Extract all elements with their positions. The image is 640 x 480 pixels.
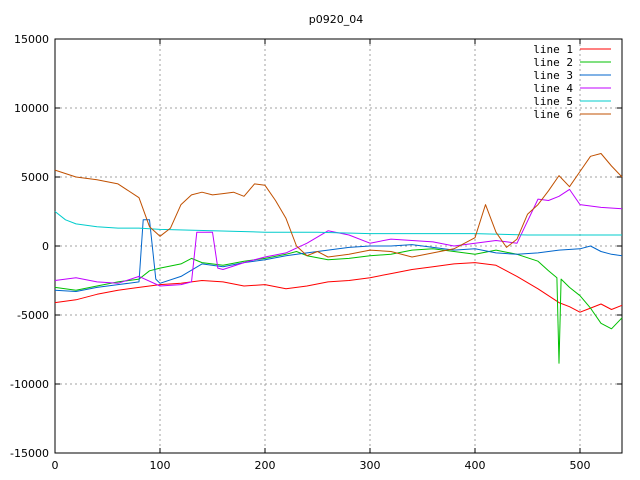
series-line-2 (54, 248, 623, 364)
y-tick-label: 10000 (14, 102, 49, 115)
y-tick-label: -5000 (17, 309, 49, 322)
y-tick-label: -10000 (10, 378, 49, 391)
legend-label: line 4 (533, 82, 573, 95)
x-tick-label: 0 (52, 459, 59, 472)
series-line-5 (54, 211, 622, 236)
legend-label: line 1 (533, 43, 573, 56)
axis-ticks: 0 100 200 300 400 500 -15000 -10000 -5000 0 5000 10… (10, 33, 622, 472)
x-tick-label: 300 (360, 459, 381, 472)
y-tick-label: 5000 (21, 171, 49, 184)
plot-frame (54, 38, 623, 454)
legend-label: line 2 (533, 56, 573, 69)
series-lines (54, 153, 623, 364)
y-tick-label: 15000 (14, 33, 49, 46)
series-line-1 (54, 262, 623, 313)
x-tick-label: 400 (465, 459, 486, 472)
legend-label: line 6 (533, 108, 573, 121)
y-tick-label: 0 (42, 240, 49, 253)
series-line-3 (54, 219, 623, 292)
legend-label: line 5 (533, 95, 573, 108)
legend-label: line 3 (533, 69, 573, 82)
x-tick-label: 200 (255, 459, 276, 472)
x-tick-label: 100 (150, 459, 171, 472)
chart-title: p0920_04 (309, 13, 363, 26)
series-line-6 (54, 153, 623, 258)
y-tick-label: -15000 (10, 447, 49, 460)
x-tick-label: 500 (570, 459, 591, 472)
